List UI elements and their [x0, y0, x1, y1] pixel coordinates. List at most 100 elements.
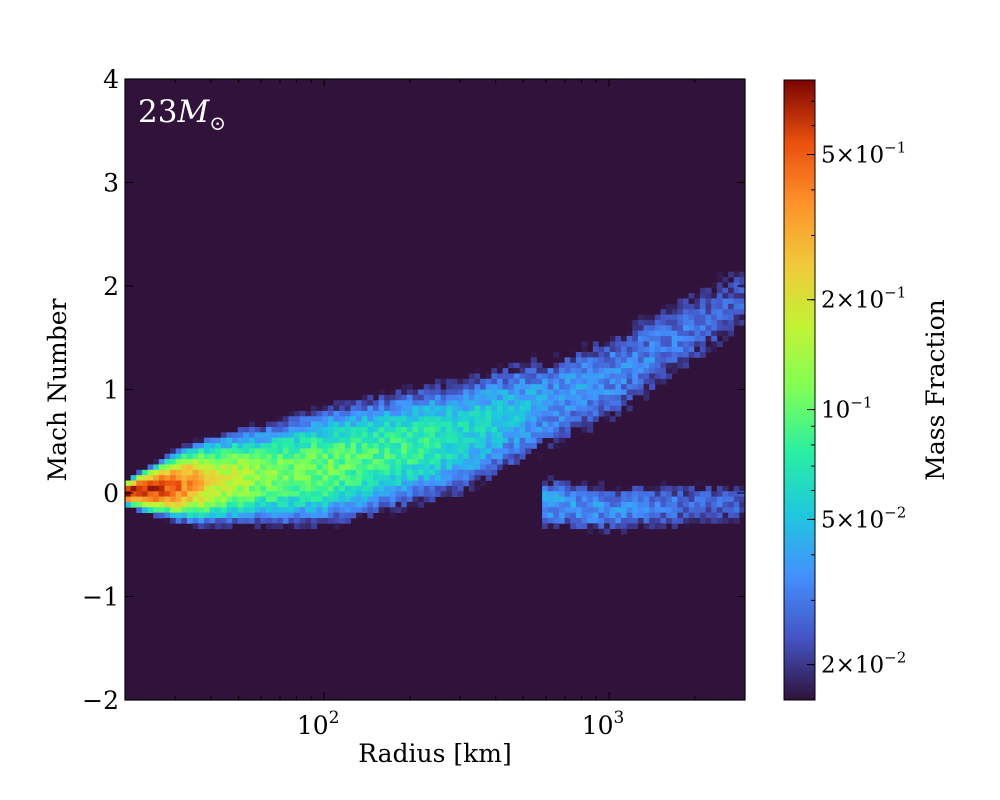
heat-cell	[243, 464, 250, 471]
heat-cell	[282, 448, 289, 455]
heat-cell	[299, 469, 306, 476]
heat-cell	[530, 421, 537, 428]
heat-cell	[373, 405, 380, 412]
heat-cell	[609, 405, 616, 412]
heat-cell	[451, 459, 458, 465]
heat-cell	[497, 432, 504, 439]
heat-cell	[581, 416, 588, 423]
heat-cell	[429, 421, 436, 428]
heat-cell	[339, 501, 346, 508]
heat-cell	[536, 400, 543, 406]
heat-cell	[621, 341, 628, 348]
heat-cell	[660, 496, 667, 503]
heat-cell	[728, 491, 735, 497]
heat-cell	[564, 405, 571, 412]
heat-cell	[649, 346, 656, 353]
heat-cell	[418, 501, 425, 508]
heat-cell	[401, 475, 408, 481]
heat-cell	[547, 405, 554, 412]
heat-cell	[615, 335, 622, 342]
colorbar-tick-label: 5×10−1	[821, 138, 906, 168]
heat-cell	[626, 373, 633, 380]
heat-cell	[446, 426, 453, 433]
heat-cell	[654, 335, 661, 342]
heat-cell	[277, 469, 284, 476]
heat-cell	[508, 362, 515, 369]
heat-cell	[243, 480, 250, 487]
heat-cell	[147, 496, 154, 503]
heat-cell	[677, 491, 684, 497]
heat-cell	[491, 389, 498, 396]
heat-cell	[581, 491, 588, 497]
heat-cell	[581, 501, 588, 508]
heat-cell	[666, 330, 673, 337]
heat-cell	[435, 453, 442, 460]
heat-cell	[530, 443, 537, 449]
heat-cell	[203, 459, 210, 465]
heat-cell	[530, 400, 537, 406]
heat-cell	[637, 507, 644, 514]
heat-cell	[666, 491, 673, 497]
heat-cell	[423, 421, 430, 428]
heat-cell	[277, 480, 284, 487]
heat-cell	[525, 426, 532, 433]
heat-cell	[153, 469, 160, 476]
heat-cell	[440, 459, 447, 465]
heat-cell	[294, 448, 301, 455]
heat-cell	[654, 378, 661, 385]
heat-cell	[265, 523, 272, 530]
heat-cell	[125, 496, 132, 503]
heat-cell	[525, 405, 532, 412]
heat-cell	[508, 448, 515, 455]
heat-cell	[181, 501, 188, 508]
heat-cell	[694, 480, 701, 487]
heat-cell	[671, 303, 678, 310]
heat-cell	[508, 373, 515, 380]
heat-cell	[553, 362, 560, 369]
heat-cell	[536, 437, 543, 444]
heat-cell	[170, 517, 177, 524]
heat-cell	[429, 469, 436, 476]
heat-cell	[181, 464, 188, 471]
heat-cell	[553, 400, 560, 406]
heat-cell	[683, 491, 690, 497]
heat-cell	[249, 453, 256, 460]
heat-cell	[513, 384, 520, 390]
heat-cell	[209, 496, 216, 503]
heat-cell	[637, 496, 644, 503]
heat-cell	[435, 394, 442, 401]
heat-cell	[271, 475, 278, 481]
heat-cell	[418, 485, 425, 492]
heat-cell	[649, 352, 656, 358]
heat-cell	[621, 346, 628, 353]
heat-cell	[209, 459, 216, 465]
heat-cell	[412, 485, 419, 492]
heat-cell	[547, 491, 554, 497]
heat-cell	[592, 384, 599, 390]
heat-cell	[497, 443, 504, 449]
heat-cell	[350, 469, 357, 476]
heat-cell	[598, 373, 605, 380]
heat-cell	[367, 400, 374, 406]
heat-cell	[125, 485, 132, 492]
heat-cell	[412, 469, 419, 476]
heat-cell	[683, 309, 690, 315]
heat-cell	[418, 389, 425, 396]
heat-cell	[339, 475, 346, 481]
colorbar-ticks: 2×10−25×10−210−12×10−15×10−1	[807, 79, 906, 679]
heat-cell	[530, 426, 537, 433]
heat-cell	[373, 421, 380, 428]
heat-cell	[581, 384, 588, 390]
heat-cell	[446, 410, 453, 417]
heat-cell	[688, 496, 695, 503]
heat-cell	[632, 325, 639, 332]
heat-cell	[344, 496, 351, 503]
heat-cell	[232, 517, 239, 524]
heat-cell	[463, 421, 470, 428]
heat-cell	[711, 507, 718, 514]
heat-cell	[530, 410, 537, 417]
heat-cell	[389, 405, 396, 412]
heat-cell	[215, 496, 222, 503]
heat-cell	[530, 384, 537, 390]
heat-cell	[373, 453, 380, 460]
